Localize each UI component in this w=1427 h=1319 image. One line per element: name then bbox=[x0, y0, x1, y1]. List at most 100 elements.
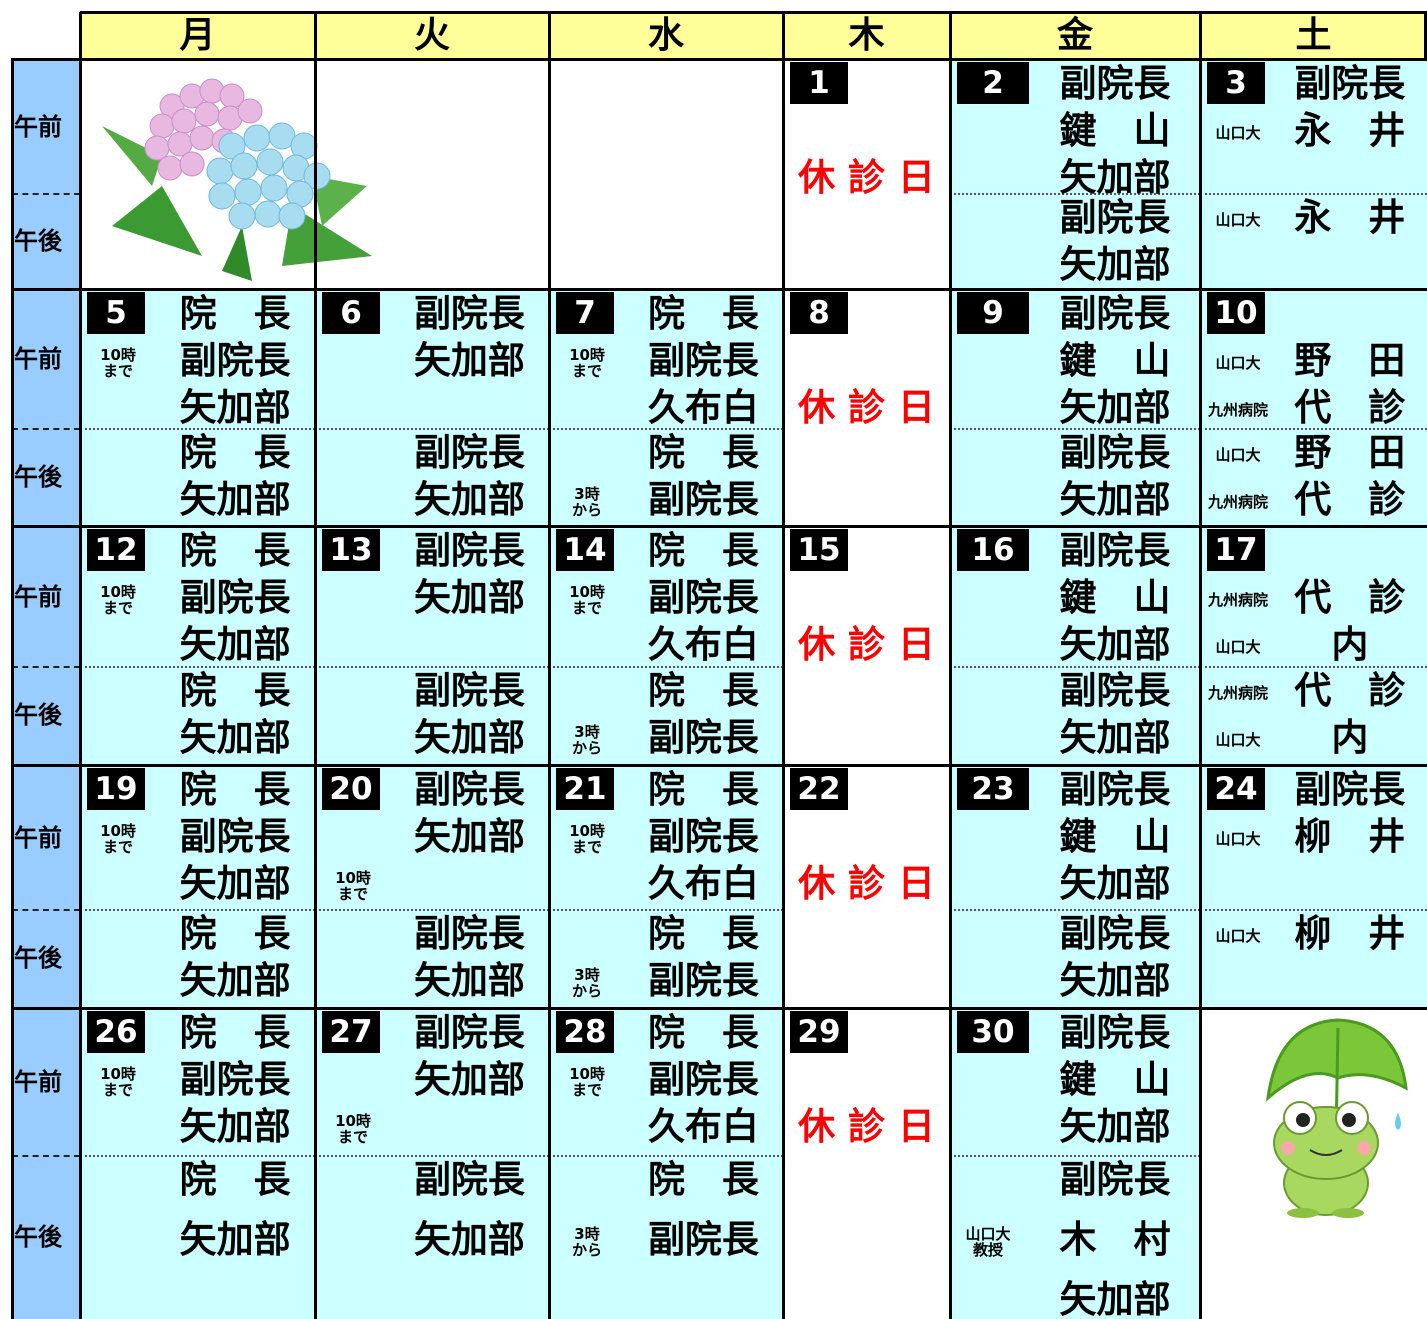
doctor-name: 矢加部 bbox=[413, 959, 525, 1002]
doctor-name: 院 長 bbox=[179, 912, 291, 955]
column-line bbox=[548, 12, 551, 1319]
doctor-name: 院 長 bbox=[647, 529, 759, 572]
half-divider bbox=[80, 1155, 315, 1157]
note: 九州病院 bbox=[1207, 401, 1268, 419]
half-divider bbox=[950, 1155, 1200, 1157]
doctor-name: 野 田 bbox=[1294, 431, 1406, 474]
doctor-name: 矢加部 bbox=[413, 478, 525, 521]
note: 10時 bbox=[569, 583, 605, 601]
note: 山口大 bbox=[1215, 830, 1261, 848]
day-cell bbox=[80, 1009, 315, 1319]
period-column bbox=[12, 290, 80, 525]
doctor-name: 院 長 bbox=[647, 912, 759, 955]
doctor-name: 鍵 山 bbox=[1059, 576, 1171, 619]
note: まで bbox=[571, 838, 602, 856]
row-line bbox=[11, 764, 1427, 767]
note: 教授 bbox=[972, 1241, 1003, 1259]
doctor-name: 矢加部 bbox=[179, 862, 291, 905]
note: 山口大 bbox=[1215, 124, 1261, 142]
doctor-name: 代 診 bbox=[1294, 478, 1406, 521]
date-number: 21 bbox=[556, 768, 614, 810]
doctor-name: 院 長 bbox=[179, 292, 291, 335]
note: 10時 bbox=[100, 822, 136, 840]
doctor-name: 柳 井 bbox=[1294, 815, 1406, 858]
doctor-name: 副院長 bbox=[413, 529, 525, 572]
note: 九州病院 bbox=[1207, 493, 1268, 511]
doctor-name: 野 田 bbox=[1294, 339, 1406, 382]
doctor-name: 永 井 bbox=[1294, 196, 1406, 239]
date-number: 22 bbox=[790, 768, 848, 810]
doctor-name: 矢加部 bbox=[413, 339, 525, 382]
day-header: 月 bbox=[80, 12, 315, 58]
note: 10時 bbox=[569, 346, 605, 364]
day-cell bbox=[783, 1009, 950, 1319]
doctor-name: 副院長 bbox=[179, 339, 291, 382]
row-line bbox=[80, 11, 1427, 14]
doctor-name: 副院長 bbox=[1059, 431, 1171, 474]
note: まで bbox=[102, 362, 133, 380]
note: 10時 bbox=[569, 1065, 605, 1083]
note: 九州病院 bbox=[1207, 684, 1268, 702]
date-number: 9 bbox=[957, 292, 1029, 334]
note: 10時 bbox=[335, 1112, 371, 1130]
column-line bbox=[1199, 12, 1202, 1319]
doctor-name: 院 長 bbox=[179, 431, 291, 474]
note: 10時 bbox=[100, 583, 136, 601]
doctor-name: 副院長 bbox=[413, 669, 525, 712]
doctor-name: 副院長 bbox=[413, 912, 525, 955]
am-label: 午前 bbox=[14, 1068, 62, 1096]
column-line bbox=[949, 12, 952, 1319]
half-divider bbox=[950, 666, 1200, 668]
doctor-name: 院 長 bbox=[647, 669, 759, 712]
doctor-name: 副院長 bbox=[1059, 62, 1171, 105]
day-cell bbox=[950, 1009, 1200, 1319]
date-number: 8 bbox=[790, 292, 848, 334]
doctor-name: 副院長 bbox=[1294, 768, 1406, 811]
date-number: 16 bbox=[957, 529, 1029, 571]
date-number: 13 bbox=[322, 529, 380, 571]
date-number: 2 bbox=[957, 62, 1029, 104]
note: まで bbox=[102, 838, 133, 856]
note: 10時 bbox=[100, 346, 136, 364]
row-line bbox=[11, 525, 1427, 528]
doctor-name: 副院長 bbox=[1059, 768, 1171, 811]
note: まで bbox=[102, 599, 133, 617]
half-divider bbox=[315, 666, 549, 668]
am-label: 午前 bbox=[14, 112, 62, 141]
note: から bbox=[571, 501, 602, 519]
row-line bbox=[11, 288, 1427, 291]
date-number: 3 bbox=[1207, 62, 1265, 104]
date-number: 17 bbox=[1207, 529, 1265, 571]
period-divider bbox=[12, 193, 80, 195]
period-column bbox=[12, 1009, 80, 1319]
doctor-name: 矢加部 bbox=[1059, 243, 1171, 286]
half-divider bbox=[80, 428, 315, 430]
closed-label: 休 診 日 bbox=[798, 386, 935, 429]
note: 3時 bbox=[574, 485, 600, 503]
doctor-name: 久布白 bbox=[647, 623, 759, 666]
date-number: 14 bbox=[556, 529, 614, 571]
note: 山口大 bbox=[1215, 446, 1261, 464]
doctor-name: 矢加部 bbox=[179, 1218, 291, 1261]
half-divider bbox=[1200, 666, 1427, 668]
doctor-name: 副院長 bbox=[647, 815, 759, 858]
period-divider bbox=[12, 1155, 80, 1157]
day-cell bbox=[315, 1009, 549, 1319]
note: まで bbox=[337, 1128, 368, 1146]
doctor-name: 院 長 bbox=[179, 669, 291, 712]
doctor-name: 院 長 bbox=[647, 292, 759, 335]
row-line bbox=[11, 58, 1427, 61]
half-divider bbox=[549, 909, 783, 911]
closed-label: 休 診 日 bbox=[798, 1105, 935, 1148]
note: まで bbox=[571, 1081, 602, 1099]
doctor-name: 副院長 bbox=[647, 959, 759, 1002]
doctor-name: 矢加部 bbox=[1059, 716, 1171, 759]
half-divider bbox=[80, 909, 315, 911]
doctor-name: 矢加部 bbox=[179, 716, 291, 759]
doctor-name: 副院長 bbox=[413, 1158, 525, 1201]
day-header: 金 bbox=[950, 12, 1200, 58]
day-header: 土 bbox=[1200, 12, 1427, 58]
doctor-name: 鍵 山 bbox=[1059, 815, 1171, 858]
date-number: 5 bbox=[87, 292, 145, 334]
